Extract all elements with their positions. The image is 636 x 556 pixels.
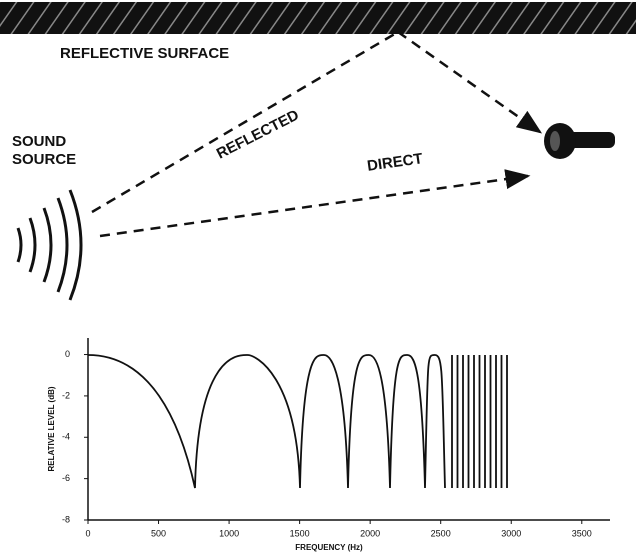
y-axis-label: RELATIVE LEVEL (dB)	[47, 386, 56, 471]
y-tick-label: -8	[62, 514, 70, 524]
response-curve	[87, 354, 508, 489]
x-tick-label: 1000	[219, 528, 239, 538]
microphone	[544, 123, 615, 159]
x-tick-label: 1500	[290, 528, 310, 538]
reflective-surface	[0, 2, 636, 34]
surface-label: REFLECTIVE SURFACE	[60, 45, 229, 62]
y-tick-label: 0	[65, 349, 70, 359]
x-tick-label: 500	[151, 528, 166, 538]
x-axis-label: FREQUENCY (Hz)	[295, 543, 363, 552]
x-tick-label: 0	[85, 528, 90, 538]
sound-waves	[16, 189, 83, 301]
y-tick-label: -4	[62, 432, 70, 442]
x-tick-label: 2500	[431, 528, 451, 538]
x-tick-label: 2000	[360, 528, 380, 538]
source-label: SOUND	[12, 133, 66, 150]
sound-paths	[91, 30, 543, 238]
y-tick-label: -6	[62, 473, 70, 483]
direct-label: DIRECT	[366, 150, 424, 175]
chart: 0 -2 -4 -6 -8 0 500 1000 1500 2000 2500 3000 3500 REL…	[47, 338, 610, 552]
source-label: SOURCE	[12, 151, 76, 168]
y-tick-label: -2	[62, 390, 70, 400]
x-tick-label: 3500	[572, 528, 592, 538]
x-tick-label: 3000	[501, 528, 521, 538]
